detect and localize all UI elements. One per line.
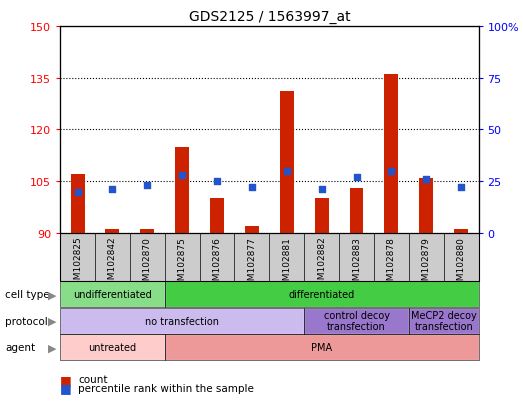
Point <box>387 168 395 175</box>
Text: cell type: cell type <box>5 290 50 299</box>
Bar <box>175 147 189 233</box>
Point <box>143 183 152 189</box>
Text: protocol: protocol <box>5 316 48 326</box>
Text: MeCP2 decoy
transfection: MeCP2 decoy transfection <box>411 310 476 332</box>
Bar <box>245 226 259 233</box>
Bar <box>106 230 119 233</box>
Text: count: count <box>78 375 108 385</box>
Text: differentiated: differentiated <box>289 290 355 299</box>
Text: PMA: PMA <box>311 342 332 352</box>
Bar <box>454 230 468 233</box>
Bar <box>315 199 328 233</box>
Text: control decoy
transfection: control decoy transfection <box>324 310 390 332</box>
Text: undifferentiated: undifferentiated <box>73 290 152 299</box>
Text: agent: agent <box>5 342 36 352</box>
Text: ▶: ▶ <box>48 316 56 326</box>
Bar <box>210 199 224 233</box>
Bar <box>384 75 399 233</box>
Point <box>353 174 361 181</box>
Text: ▶: ▶ <box>48 342 56 352</box>
Title: GDS2125 / 1563997_at: GDS2125 / 1563997_at <box>188 10 350 24</box>
Point <box>422 176 430 183</box>
Text: ■: ■ <box>60 381 72 394</box>
Point <box>248 185 256 191</box>
Bar <box>349 189 363 233</box>
Point <box>317 187 326 193</box>
Point <box>108 187 117 193</box>
Bar <box>419 178 433 233</box>
Bar <box>280 92 294 233</box>
Point <box>282 168 291 175</box>
Point <box>457 185 465 191</box>
Bar <box>71 175 85 233</box>
Point <box>178 172 186 179</box>
Point <box>73 189 82 195</box>
Text: no transfection: no transfection <box>145 316 219 326</box>
Text: ■: ■ <box>60 373 72 386</box>
Point <box>213 178 221 185</box>
Text: percentile rank within the sample: percentile rank within the sample <box>78 383 254 393</box>
Text: untreated: untreated <box>88 342 137 352</box>
Bar <box>140 230 154 233</box>
Text: ▶: ▶ <box>48 290 56 299</box>
